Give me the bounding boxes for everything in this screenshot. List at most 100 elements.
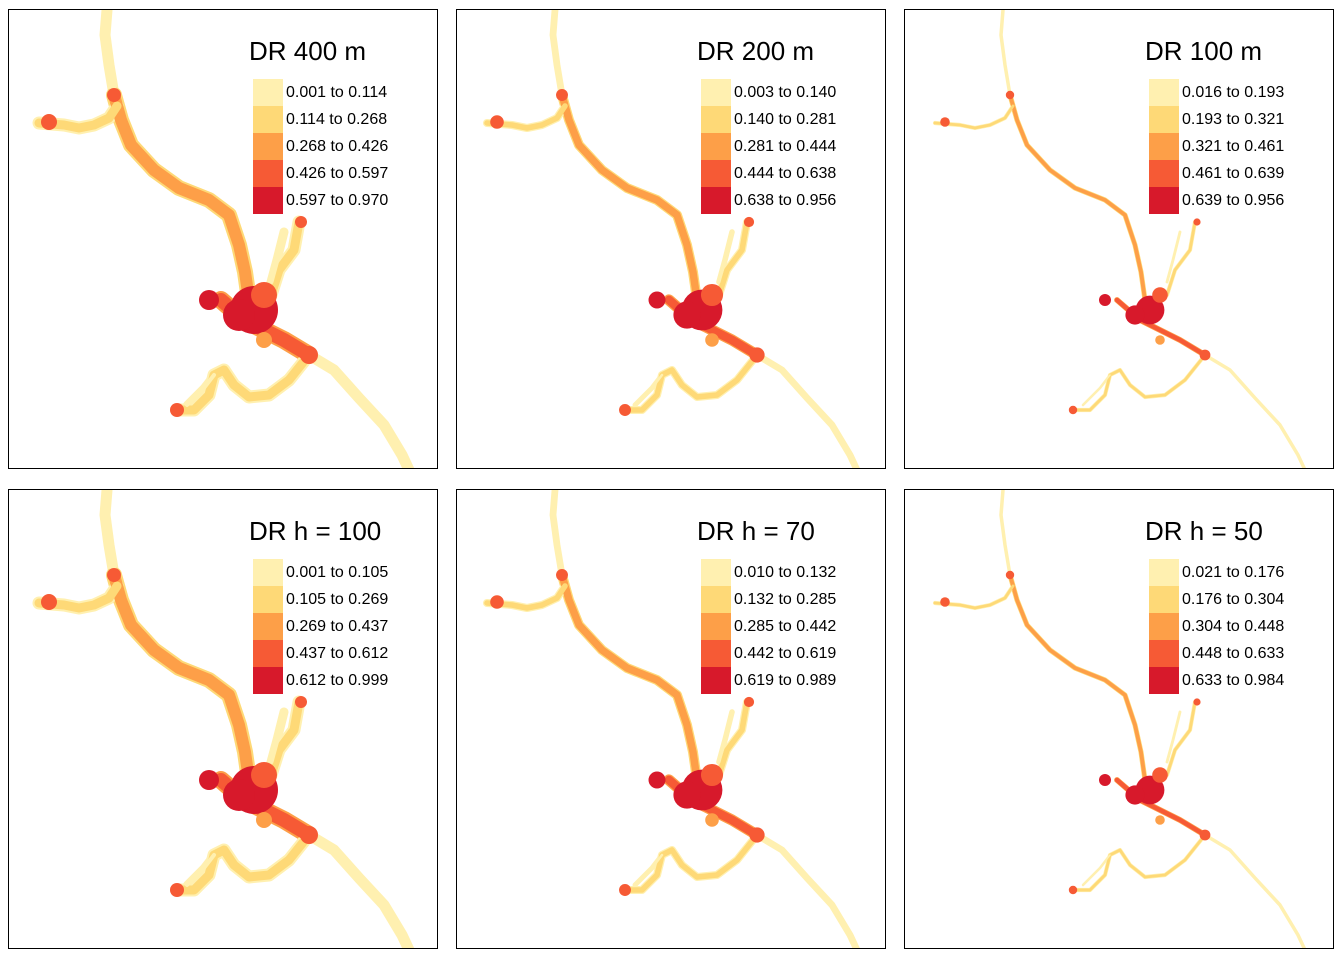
route-line [108, 569, 255, 786]
legend-swatch [1149, 613, 1179, 640]
route-line [557, 90, 702, 305]
legend-swatch [701, 79, 731, 106]
legend-label: 0.268 to 0.426 [286, 138, 389, 155]
hotspot-blob [1193, 218, 1201, 226]
legend-swatch [701, 640, 731, 667]
legend-swatch [253, 613, 283, 640]
panel-title: DR h = 50 [1145, 516, 1263, 546]
hotspot-blob [1125, 305, 1145, 325]
legend-label: 0.003 to 0.140 [734, 84, 837, 101]
route-line [1082, 374, 1111, 406]
route-line [303, 829, 415, 948]
hotspot-blob [705, 333, 719, 347]
legend-label: 0.016 to 0.193 [1182, 84, 1285, 101]
hotspot-blob [1125, 785, 1145, 805]
legend-swatch [1149, 559, 1179, 586]
hotspot-blob [619, 884, 631, 896]
legend-swatch [1149, 667, 1179, 694]
hotspot-blob [295, 696, 307, 708]
route-line [754, 832, 859, 948]
legend-swatch [1149, 106, 1179, 133]
route-line [558, 571, 701, 784]
legend-swatch [253, 79, 283, 106]
route-line [34, 101, 122, 133]
route-line [1203, 833, 1307, 948]
legend-swatch [253, 160, 283, 187]
hotspot-blob [256, 812, 272, 828]
legend-label: 0.597 to 0.970 [286, 192, 389, 209]
route-line [1071, 833, 1207, 892]
legend-swatch [253, 640, 283, 667]
panel-title: DR h = 100 [249, 516, 382, 546]
panel-title: DR 400 m [249, 36, 367, 66]
route-line [633, 373, 664, 407]
route-line [172, 350, 314, 415]
legend-label: 0.461 to 0.639 [1182, 165, 1285, 182]
route-line [305, 831, 412, 948]
legend-swatch [253, 133, 283, 160]
panel-title: DR 100 m [1145, 36, 1263, 66]
legend-label: 0.304 to 0.448 [1182, 618, 1285, 635]
map-panel-2: DR 200 m 0.003 to 0.140 0.140 to 0.281 0… [456, 9, 886, 469]
hotspot-blob [107, 88, 121, 102]
route-line [1007, 92, 1148, 303]
legend-label: 0.010 to 0.132 [734, 564, 837, 581]
legend-label: 0.269 to 0.437 [286, 618, 389, 635]
legend-label: 0.281 to 0.444 [734, 138, 837, 155]
hotspot-blob [490, 115, 504, 129]
route-line [101, 10, 118, 99]
route-line [753, 351, 860, 468]
legend-swatch [701, 160, 731, 187]
density-map [932, 10, 1307, 468]
legend-label: 0.638 to 0.956 [734, 192, 837, 209]
route-line [550, 490, 565, 578]
route-line [185, 373, 216, 407]
route-line [266, 217, 304, 300]
hotspot-blob [490, 595, 504, 609]
legend-swatch [1149, 133, 1179, 160]
legend-swatch [701, 106, 731, 133]
map-panel-6: DR h = 50 0.021 to 0.176 0.176 to 0.304 … [904, 489, 1334, 949]
hotspot-blob [170, 403, 184, 417]
legend-swatch [253, 187, 283, 214]
route-line [717, 230, 734, 284]
legend-label: 0.448 to 0.633 [1182, 645, 1285, 662]
route-line [1203, 353, 1306, 468]
hotspot-blob [556, 89, 568, 101]
route-line [106, 87, 257, 308]
route-line [108, 89, 255, 306]
route-line [101, 490, 118, 579]
route-line [268, 709, 287, 765]
hotspot-blob [648, 291, 666, 309]
legend-label: 0.176 to 0.304 [1182, 591, 1285, 608]
hotspot-blob [743, 696, 755, 708]
route-line [550, 10, 565, 98]
legend-label: 0.285 to 0.442 [734, 618, 837, 635]
route-line [1070, 352, 1208, 413]
legend-swatch [1149, 160, 1179, 187]
legend-swatch [1149, 187, 1179, 214]
hotspot-blob [1199, 349, 1211, 361]
route-line [1007, 572, 1148, 783]
route-line [34, 581, 122, 613]
density-map [482, 490, 860, 948]
legend-label: 0.633 to 0.984 [1182, 672, 1285, 689]
hotspot-blob [1005, 570, 1015, 580]
route-line [1203, 353, 1307, 468]
legend-swatch [701, 667, 731, 694]
hotspot-blob [1005, 90, 1015, 100]
hotspot-blob [700, 763, 724, 787]
route-line [1008, 573, 1147, 782]
legend-swatch [253, 667, 283, 694]
route-line [1071, 353, 1207, 412]
hotspot-blob [1155, 335, 1165, 345]
route-line [1165, 220, 1197, 297]
hotspot-blob [749, 827, 765, 843]
hotspot-blob [1152, 287, 1168, 303]
route-line [266, 697, 304, 780]
route-line [484, 103, 568, 131]
hotspot-blob [300, 826, 318, 844]
legend-swatch [701, 559, 731, 586]
legend-label: 0.426 to 0.597 [286, 165, 389, 182]
route-line [1070, 832, 1208, 893]
